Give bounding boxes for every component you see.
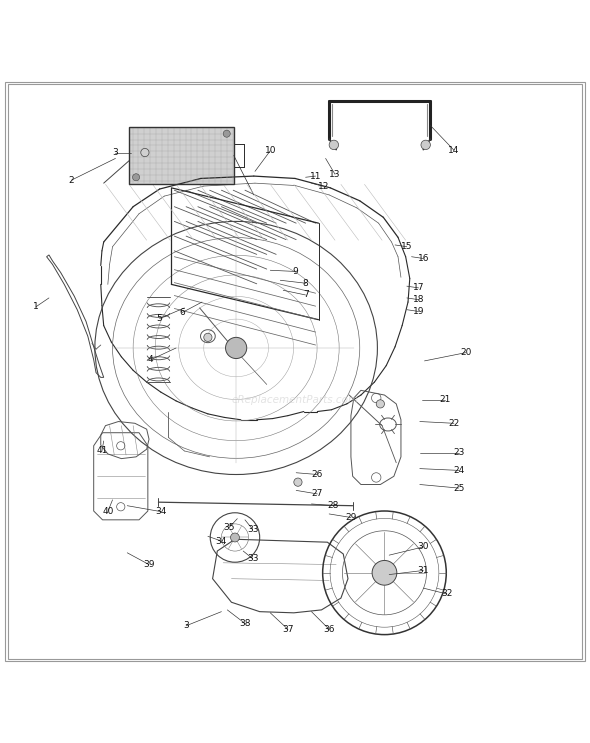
Text: 40: 40 [102, 507, 113, 516]
Circle shape [421, 140, 430, 149]
Text: 7: 7 [303, 291, 309, 299]
Text: 9: 9 [292, 267, 298, 276]
Bar [129, 126, 234, 184]
Text: 32: 32 [441, 589, 453, 599]
Text: 10: 10 [264, 146, 276, 155]
Text: 3: 3 [183, 621, 189, 630]
Text: 6: 6 [179, 308, 185, 317]
Text: 5: 5 [157, 314, 162, 323]
Text: 26: 26 [312, 470, 323, 479]
Text: 22: 22 [448, 419, 460, 428]
Text: 34: 34 [216, 536, 227, 545]
Text: 21: 21 [440, 395, 451, 404]
Text: 31: 31 [418, 566, 429, 575]
Text: 16: 16 [418, 254, 429, 263]
Circle shape [133, 174, 140, 181]
Text: 14: 14 [448, 146, 460, 155]
Text: 30: 30 [418, 542, 429, 551]
Circle shape [376, 400, 385, 408]
Circle shape [141, 149, 149, 157]
Circle shape [294, 478, 302, 486]
Text: 35: 35 [224, 523, 235, 532]
Circle shape [372, 560, 397, 585]
Text: 36: 36 [323, 625, 335, 634]
Text: 33: 33 [247, 525, 258, 533]
Text: 4: 4 [148, 355, 153, 364]
Text: 3: 3 [113, 148, 119, 157]
Text: 33: 33 [247, 554, 258, 563]
Text: 24: 24 [453, 466, 464, 475]
Text: 1: 1 [33, 302, 39, 311]
Text: 41: 41 [96, 447, 107, 455]
Bar [129, 126, 234, 184]
Text: 37: 37 [282, 625, 294, 634]
Text: 2: 2 [68, 175, 74, 185]
Text: 12: 12 [317, 181, 329, 191]
Text: 38: 38 [239, 619, 251, 628]
Circle shape [329, 140, 339, 149]
Text: 25: 25 [453, 484, 464, 493]
Text: 18: 18 [413, 295, 424, 304]
Text: 39: 39 [143, 560, 155, 569]
Text: 27: 27 [312, 490, 323, 499]
Text: 23: 23 [453, 448, 464, 457]
Text: 17: 17 [413, 283, 424, 293]
Text: 20: 20 [460, 348, 471, 357]
Text: 11: 11 [310, 172, 322, 181]
Text: 15: 15 [401, 242, 412, 251]
Text: 28: 28 [327, 502, 339, 510]
Text: 13: 13 [329, 170, 341, 179]
Circle shape [231, 533, 240, 542]
Circle shape [225, 337, 247, 359]
Text: 29: 29 [345, 513, 356, 522]
Text: eReplacementParts.com: eReplacementParts.com [231, 395, 359, 405]
Circle shape [204, 334, 212, 342]
Text: 19: 19 [413, 307, 424, 316]
Circle shape [223, 130, 230, 137]
Text: 34: 34 [155, 507, 166, 516]
Text: 8: 8 [303, 279, 309, 288]
